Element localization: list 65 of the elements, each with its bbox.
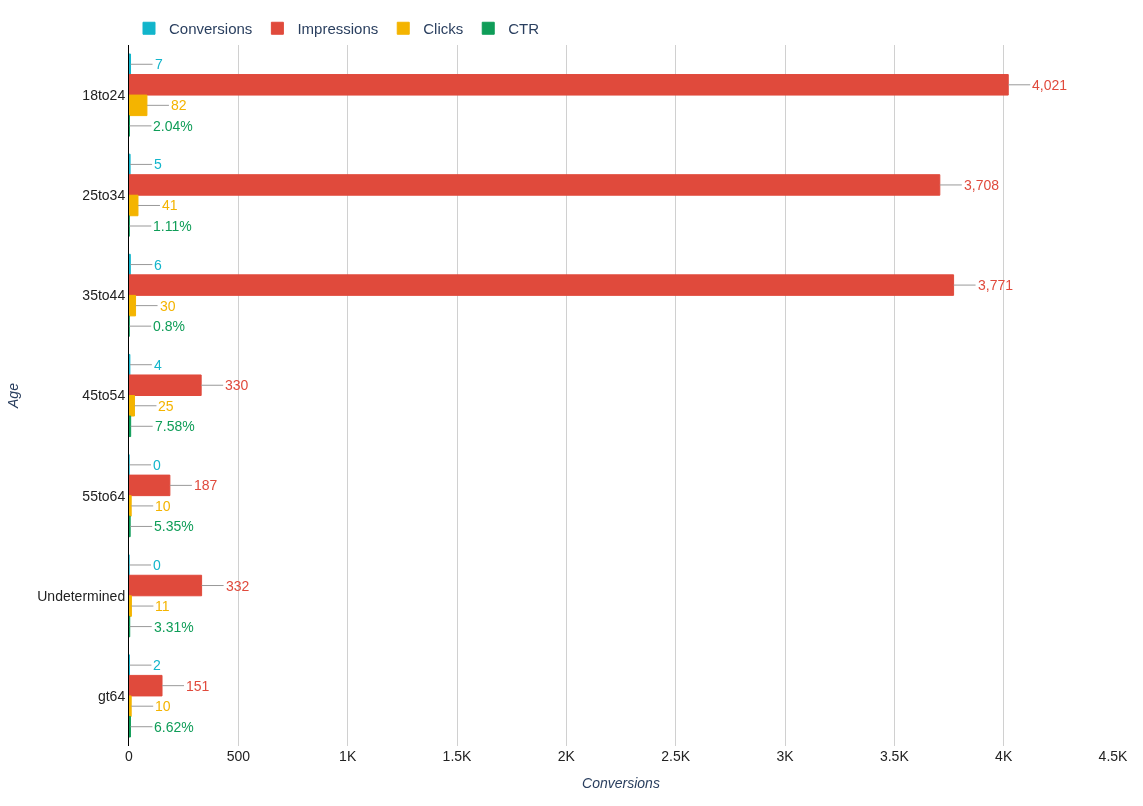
x-tick-label: 1K: [339, 748, 357, 764]
x-tick-label: 4.5K: [1098, 748, 1129, 764]
y-tick-label: gt64: [97, 687, 126, 704]
y-tick-label: 18to24: [82, 86, 126, 103]
bar: [129, 294, 137, 317]
data-label: 1.11%: [153, 218, 192, 234]
bar: [129, 495, 132, 517]
data-label: 41: [162, 197, 178, 213]
bar: [129, 274, 955, 296]
bar: [129, 94, 148, 117]
data-label: 6.62%: [154, 719, 194, 735]
data-label: 2.04%: [153, 118, 193, 134]
data-label: 7.58%: [155, 418, 195, 434]
data-label: 187: [194, 477, 218, 493]
data-label: 30: [160, 298, 176, 314]
y-tick-label: 55to64: [82, 487, 126, 504]
data-label: 10: [155, 498, 171, 514]
bar: [129, 574, 203, 597]
data-label: 0: [153, 457, 161, 473]
y-tick-label: 45to54: [82, 387, 126, 404]
data-label: 10: [155, 698, 171, 714]
data-label: 332: [226, 578, 250, 594]
data-label: 7: [155, 56, 163, 72]
data-label: 3,708: [964, 177, 1000, 193]
y-tick-label: 35to44: [82, 287, 126, 304]
bar: [129, 194, 139, 217]
y-tick-label: 25to34: [82, 187, 126, 204]
data-label: 82: [171, 97, 187, 113]
bar: [129, 174, 941, 196]
x-tick-label: 2K: [557, 748, 576, 764]
x-tick-label: 2.5K: [661, 748, 691, 764]
x-tick-label: 3K: [776, 748, 795, 764]
data-label: 151: [186, 678, 210, 694]
legend-label: CTR: [508, 20, 540, 38]
data-label: 11: [155, 598, 170, 614]
bar: [129, 374, 202, 396]
x-tick-label: 1.5K: [442, 748, 473, 764]
data-label: 5.35%: [154, 518, 194, 534]
data-label: 5: [154, 156, 162, 172]
bar: [129, 595, 132, 617]
data-label: 3,771: [978, 277, 1014, 293]
data-label: 0: [153, 557, 161, 573]
data-label: 25: [158, 398, 174, 414]
legend-label: Impressions: [297, 20, 379, 38]
data-label: 2: [153, 657, 161, 673]
x-tick-label: 0: [125, 748, 134, 764]
y-axis-title: Age: [4, 382, 21, 409]
bar: [129, 395, 135, 417]
legend-label: Clicks: [423, 20, 464, 38]
data-label: 4,021: [1032, 77, 1068, 93]
bar: [129, 695, 132, 717]
data-label: 330: [225, 377, 249, 393]
bar: [129, 474, 171, 497]
x-tick-label: 4K: [995, 748, 1013, 764]
data-label: 6: [154, 257, 162, 273]
x-tick-label: 3.5K: [879, 748, 910, 764]
data-label: 3.31%: [154, 619, 194, 635]
x-tick-label: 500: [226, 748, 251, 764]
bar: [129, 674, 163, 697]
legend-label: Conversions: [169, 20, 253, 38]
bar: [129, 74, 1009, 96]
y-tick-label: Undetermined: [37, 587, 126, 604]
data-label: 4: [154, 357, 162, 373]
x-axis-title: Conversions: [582, 775, 660, 792]
data-label: 0.8%: [153, 318, 185, 334]
